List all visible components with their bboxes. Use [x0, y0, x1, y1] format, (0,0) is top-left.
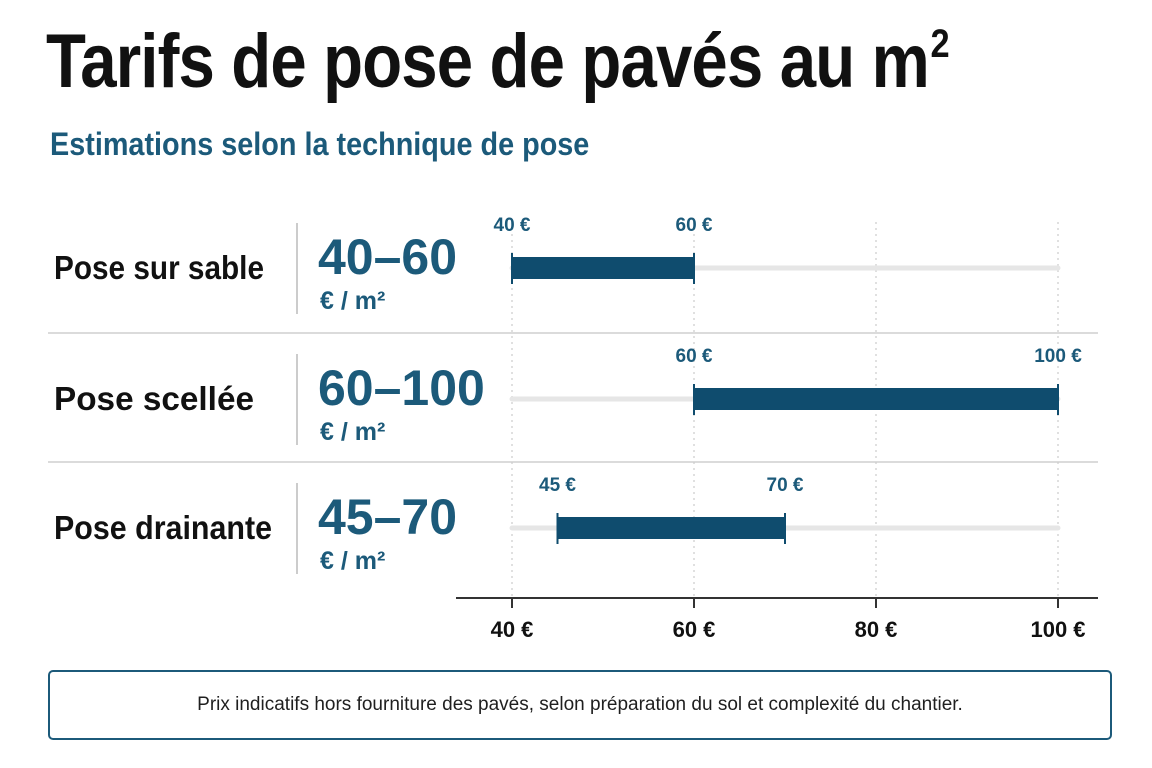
- unit-label: € / m²: [320, 418, 385, 446]
- row-label: Pose scellée: [54, 380, 254, 417]
- row-label: Pose drainante: [54, 509, 272, 546]
- x-tick-label: 40 €: [491, 617, 534, 642]
- page-subtitle: Estimations selon la technique de pose: [50, 126, 590, 162]
- bar-min-label: 45 €: [539, 475, 576, 496]
- bar-min-label: 60 €: [676, 346, 713, 367]
- range-value: 40–60: [318, 229, 457, 285]
- bar-max-label: 60 €: [676, 215, 713, 236]
- row-label: Pose sur sable: [54, 249, 264, 286]
- range-value: 60–100: [318, 360, 485, 416]
- x-tick-label: 60 €: [673, 617, 716, 642]
- range-value: 45–70: [318, 489, 457, 545]
- range-bar: [557, 517, 785, 539]
- bar-max-label: 100 €: [1034, 346, 1082, 367]
- unit-label: € / m²: [320, 287, 385, 315]
- range-bar: [694, 388, 1058, 410]
- footer-note: Prix indicatifs hors fourniture des pavé…: [48, 670, 1112, 740]
- range-bar: [512, 257, 694, 279]
- unit-label: € / m²: [320, 547, 385, 575]
- bar-min-label: 40 €: [494, 215, 531, 236]
- x-tick-label: 80 €: [855, 617, 898, 642]
- title-superscript: 2: [930, 22, 950, 66]
- footer-note-text: Prix indicatifs hors fourniture des pavé…: [197, 694, 963, 715]
- page-title: Tarifs de pose de pavés au m2: [46, 19, 950, 104]
- x-tick-label: 100 €: [1030, 617, 1085, 642]
- bar-max-label: 70 €: [767, 475, 804, 496]
